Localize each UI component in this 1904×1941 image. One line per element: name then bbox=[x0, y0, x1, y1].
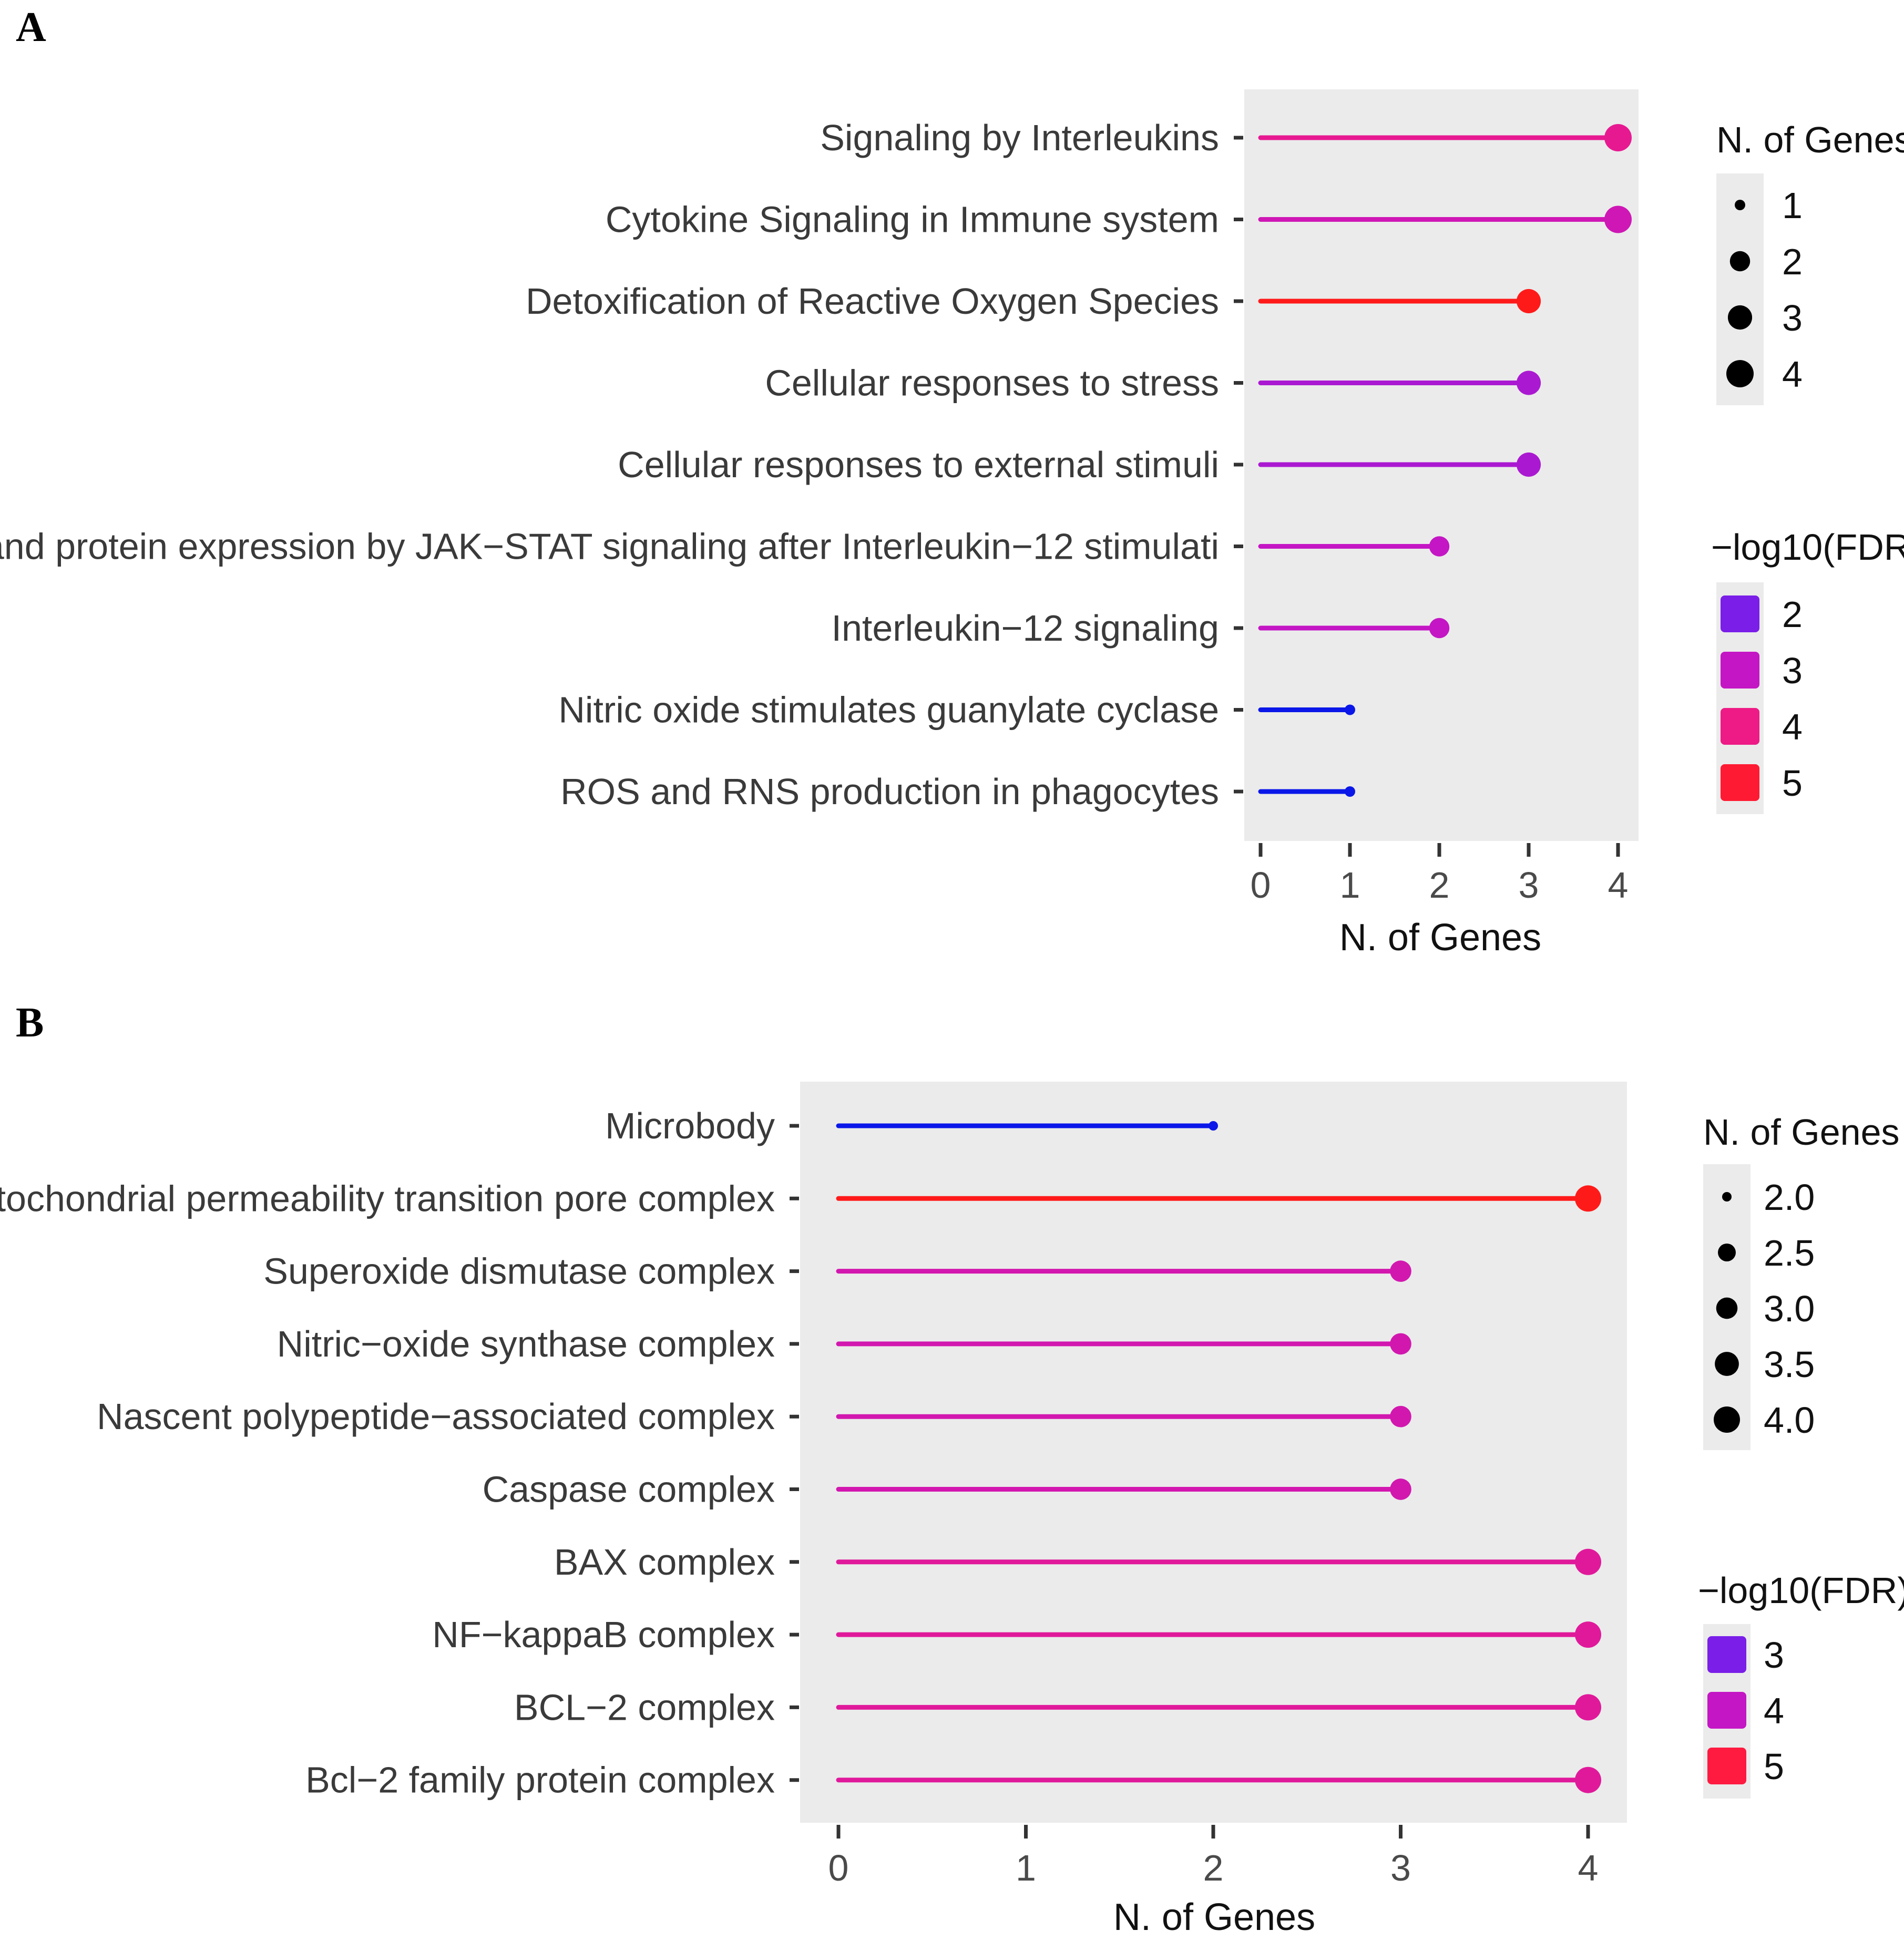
panel-a-color-legend-label: 2 bbox=[1782, 594, 1803, 635]
panel-a-lollipop-head bbox=[1429, 536, 1450, 557]
panel-b-lollipop-head bbox=[1390, 1405, 1411, 1427]
panel-b-x-tick-label: 3 bbox=[1390, 1847, 1411, 1888]
panel-a-color-legend-swatch bbox=[1721, 764, 1759, 801]
panel-a-size-legend-label: 3 bbox=[1782, 297, 1803, 338]
panel-a-size-legend-dot bbox=[1729, 251, 1751, 272]
panel-b-x-tick-label: 1 bbox=[1016, 1847, 1036, 1888]
panel-a-color-legend-title: −log10(FDR) bbox=[1711, 527, 1904, 568]
panel-b-category-label: Mitochondrial permeability transition po… bbox=[0, 1178, 775, 1219]
panel-a-category-label: Nitric oxide stimulates guanylate cyclas… bbox=[558, 690, 1219, 731]
panel-a-category-label: Gene and protein expression by JAK−STAT … bbox=[0, 526, 1219, 567]
panel-a-x-tick-label: 0 bbox=[1251, 865, 1271, 906]
panel-b-chart: Microbody Mitochondrial permeability tran… bbox=[0, 1082, 1904, 1938]
panel-a-x-axis-title: N. of Genes bbox=[1339, 917, 1541, 959]
panel-b-size-legend-label: 4.0 bbox=[1764, 1400, 1815, 1441]
panel-a-chart: Signaling by Interleukins Cytokine Signal… bbox=[0, 89, 1904, 959]
panel-a-category-label: Cellular responses to external stimuli bbox=[618, 444, 1219, 485]
panel-b-size-legend-dot bbox=[1715, 1352, 1739, 1376]
panel-a-lollipop-head bbox=[1604, 124, 1632, 151]
panel-b-x-tick-label: 0 bbox=[828, 1847, 849, 1888]
panel-b-color-legend-swatch bbox=[1707, 1636, 1746, 1673]
panel-a-category-label: Interleukin−12 signaling bbox=[832, 608, 1219, 649]
panel-b-category-label: NF−kappaB complex bbox=[432, 1614, 775, 1655]
panel-a-lollipop-head bbox=[1345, 786, 1355, 797]
panel-a-color-legend-swatch bbox=[1721, 595, 1759, 632]
panel-a-size-legend-title: N. of Genes bbox=[1716, 119, 1904, 160]
panel-a-size-legend-label: 4 bbox=[1782, 354, 1803, 395]
panel-b-size-legend-dot bbox=[1722, 1192, 1732, 1201]
panel-b-tag: B bbox=[16, 1000, 44, 1046]
panel-b-lollipop-head bbox=[1575, 1694, 1601, 1721]
panel-a-x-tick-label: 3 bbox=[1519, 865, 1539, 906]
panel-a-color-legend-label: 3 bbox=[1782, 650, 1803, 691]
panel-a-x-tick-label: 4 bbox=[1608, 865, 1629, 906]
panel-a-size-legend-label: 1 bbox=[1782, 185, 1803, 226]
panel-a-x-tick-label: 1 bbox=[1340, 865, 1360, 906]
panel-b-category-label: Microbody bbox=[605, 1105, 775, 1146]
panel-b-category-label: BAX complex bbox=[554, 1542, 775, 1583]
panel-a-category-label: Signaling by Interleukins bbox=[820, 117, 1219, 158]
panel-b-lollipop-head bbox=[1575, 1185, 1601, 1212]
panel-b-lollipop-head bbox=[1575, 1767, 1601, 1793]
panel-b-size-legend-label: 2.0 bbox=[1764, 1177, 1815, 1218]
panel-a-x-tick-label: 2 bbox=[1429, 865, 1450, 906]
panel-a-lollipop-head bbox=[1604, 206, 1632, 233]
panel-b-size-legend-title: N. of Genes bbox=[1703, 1112, 1900, 1153]
panel-b-category-label: Caspase complex bbox=[483, 1469, 775, 1510]
panel-a-lollipop-head bbox=[1516, 452, 1541, 477]
panel-b-size-legend-dot bbox=[1714, 1406, 1740, 1433]
panel-b-color-legend-title: −log10(FDR) bbox=[1698, 1570, 1904, 1611]
panel-a-color-legend-label: 4 bbox=[1782, 706, 1803, 747]
panel-b-lollipop-head bbox=[1390, 1260, 1411, 1282]
panel-b-size-legend-label: 3.0 bbox=[1764, 1288, 1815, 1329]
panel-b-size-legend-dot bbox=[1718, 1244, 1736, 1261]
panel-a-color-legend-label: 5 bbox=[1782, 763, 1803, 804]
panel-b-color-legend-swatch bbox=[1707, 1692, 1746, 1729]
panel-b-color-legend-label: 5 bbox=[1764, 1746, 1784, 1787]
panel-b-lollipop-head bbox=[1209, 1121, 1218, 1131]
panel-a-category-label: ROS and RNS production in phagocytes bbox=[560, 771, 1219, 812]
panel-a-color-legend-swatch bbox=[1721, 708, 1759, 745]
panel-b-x-tick-label: 2 bbox=[1203, 1847, 1224, 1888]
panel-a-category-label: Detoxification of Reactive Oxygen Specie… bbox=[526, 281, 1219, 322]
panel-b-size-legend-label: 3.5 bbox=[1764, 1344, 1815, 1385]
panel-b-category-label: Bcl−2 family protein complex bbox=[305, 1760, 775, 1801]
panel-a-lollipop-head bbox=[1516, 289, 1541, 314]
panel-a-lollipop-head bbox=[1345, 704, 1355, 715]
panel-a-size-legend-label: 2 bbox=[1782, 241, 1803, 282]
panel-a-lollipop-head bbox=[1516, 371, 1541, 395]
panel-b-x-axis-title: N. of Genes bbox=[1113, 1896, 1315, 1938]
panel-a-size-legend-dot bbox=[1735, 200, 1745, 210]
panel-b-lollipop-head bbox=[1390, 1333, 1411, 1355]
panel-b-lollipop-head bbox=[1575, 1548, 1601, 1575]
panel-b-category-label: Nitric−oxide synthase complex bbox=[277, 1323, 775, 1364]
panel-b-lollipop-head bbox=[1575, 1621, 1601, 1648]
panel-a-category-label: Cellular responses to stress bbox=[765, 363, 1219, 404]
panel-b-category-label: Nascent polypeptide−associated complex bbox=[97, 1396, 775, 1437]
panel-b-color-legend-label: 4 bbox=[1764, 1690, 1784, 1731]
panel-b-category-label: Superoxide dismutase complex bbox=[263, 1251, 775, 1292]
panel-a-tag: A bbox=[16, 4, 46, 50]
panel-b-lollipop-head bbox=[1390, 1478, 1411, 1500]
panel-b-size-legend-dot bbox=[1716, 1297, 1738, 1319]
panel-b-size-legend-label: 2.5 bbox=[1764, 1233, 1815, 1274]
panel-a-category-label: Cytokine Signaling in Immune system bbox=[606, 199, 1219, 240]
panel-b-x-tick-label: 4 bbox=[1578, 1847, 1599, 1888]
panel-a-lollipop-head bbox=[1429, 618, 1450, 639]
panel-a-size-legend-dot bbox=[1727, 305, 1753, 330]
panel-b-plot-background bbox=[800, 1082, 1627, 1823]
panel-b-color-legend-swatch bbox=[1707, 1748, 1746, 1784]
panel-b-color-legend-label: 3 bbox=[1764, 1635, 1784, 1676]
panel-a-color-legend-swatch bbox=[1721, 652, 1759, 689]
panel-b-category-label: BCL−2 complex bbox=[514, 1687, 775, 1728]
panel-a-size-legend-dot bbox=[1726, 360, 1754, 387]
